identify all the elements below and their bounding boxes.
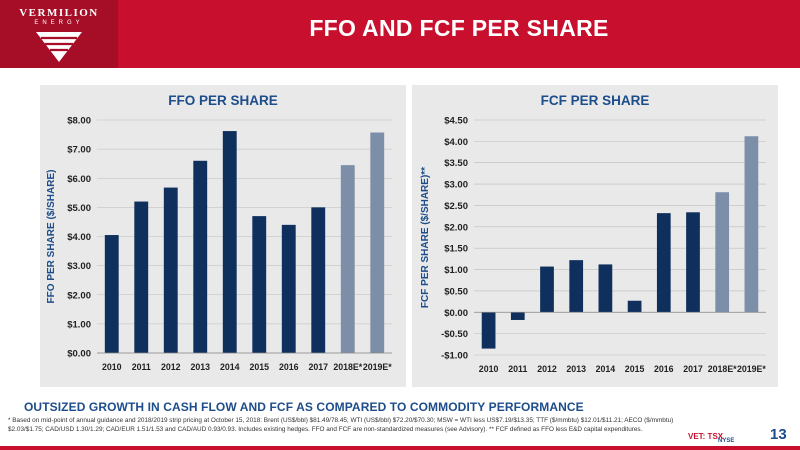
logo-chevron-icon	[36, 32, 82, 62]
ffo-y-tick-label: $6.00	[67, 174, 91, 185]
ffo-bar-2016	[281, 224, 296, 353]
tagline: OUTSIZED GROWTH IN CASH FLOW AND FCF AS …	[24, 400, 584, 414]
fcf-x-tick-label: 2013	[566, 364, 586, 374]
fcf-y-tick-label: $2.00	[444, 222, 468, 233]
page-title: FFO AND FCF PER SHARE	[309, 15, 609, 41]
ffo-x-tick-label: 2011	[132, 362, 151, 372]
fcf-x-tick-label: 2011	[508, 364, 527, 374]
fcf-x-tick-label: 2018E*	[708, 364, 737, 374]
ffo-x-tick-label: 2018E*	[333, 362, 362, 372]
fcf-chart-title: FCF PER SHARE	[540, 93, 650, 108]
ffo-y-tick-label: $2.00	[67, 290, 91, 301]
ticker-nyse: NYSE	[718, 438, 735, 444]
logo-name: VERMILION	[19, 7, 99, 19]
fcf-x-tick-label: 2017	[683, 364, 703, 374]
fcf-y-tick-label: $4.50	[444, 116, 468, 127]
ffo-bar-2014	[222, 131, 237, 353]
fcf-y-tick-label: $3.00	[444, 180, 468, 191]
fcf-y-tick-label: $1.00	[444, 265, 468, 276]
ffo-x-tick-label: 2012	[161, 362, 181, 372]
fcf-bar-2015	[627, 300, 642, 313]
fcf-y-tick-label: $0.50	[444, 286, 468, 297]
fcf-x-tick-label: 2019E*	[737, 364, 766, 374]
ffo-bar-2019E	[370, 132, 385, 353]
fcf-x-tick-label: 2016	[654, 364, 674, 374]
ffo-bar-2011	[134, 201, 149, 353]
logo-sub: ENERGY	[34, 20, 84, 26]
footer-rule	[0, 446, 800, 450]
ffo-bar-2015	[252, 216, 267, 353]
ffo-y-tick-label: $0.00	[67, 349, 91, 360]
fcf-bar-2019E	[744, 136, 759, 313]
fcf-bar-2011	[510, 312, 525, 320]
vermilion-logo: VERMILION ENERGY	[0, 0, 118, 68]
ffo-x-tick-label: 2017	[308, 362, 328, 372]
ticker-tsx: VET: TSX	[688, 432, 724, 441]
fcf-bar-2018E	[715, 192, 730, 313]
ffo-bar-2017	[311, 207, 326, 353]
fcf-y-tick-label: $2.50	[444, 201, 468, 212]
ffo-bar-2012	[163, 187, 178, 353]
fcf-bar-2016	[656, 213, 671, 313]
fcf-x-tick-label: 2012	[537, 364, 557, 374]
ffo-y-tick-label: $7.00	[67, 145, 91, 156]
ffo-y-tick-label: $3.00	[67, 261, 91, 272]
fcf-chart: -$1.00 -$0.50 $0.00 $0.50 $1.00 $1.50 $2.00 $2.…	[420, 116, 766, 375]
fcf-y-tick-label: -$1.00	[441, 351, 468, 362]
ffo-bar-2010	[104, 235, 119, 353]
ffo-x-tick-label: 2014	[220, 362, 240, 372]
fcf-chart-panel: FCF PER SHARE -$1.00 -$0.50 $0.00 $0.50 $1.0…	[412, 85, 778, 387]
ffo-chart-panel: FFO PER SHARE $0.00 $1.00 $2.00 $3.00 $4.00 $…	[40, 85, 406, 387]
ffo-bar-2018E	[340, 165, 355, 353]
fcf-bar-2013	[569, 260, 584, 313]
fcf-y-tick-label: -$0.50	[441, 329, 468, 340]
fcf-bar-2010	[481, 312, 496, 349]
ffo-chart: $0.00 $1.00 $2.00 $3.00 $4.00 $5.00 $6.00 $7.00…	[46, 116, 392, 373]
ffo-y-tick-label: $8.00	[67, 116, 91, 127]
fcf-y-tick-label: $3.50	[444, 158, 468, 169]
ffo-x-tick-label: 2010	[102, 362, 122, 372]
ffo-y-axis-label: FFO PER SHARE ($/SHARE)	[46, 170, 57, 304]
fcf-y-tick-label: $0.00	[444, 308, 468, 319]
page-number: 13	[770, 426, 787, 443]
ffo-x-tick-label: 2016	[279, 362, 299, 372]
ffo-y-tick-label: $4.00	[67, 232, 91, 243]
ffo-y-tick-label: $5.00	[67, 203, 91, 214]
fcf-y-axis-label: FCF PER SHARE ($/SHARE)**	[420, 167, 431, 308]
fcf-x-tick-label: 2010	[479, 364, 499, 374]
ffo-bar-2013	[193, 160, 208, 353]
fcf-bar-2017	[686, 212, 700, 313]
ffo-x-tick-label: 2013	[190, 362, 210, 372]
fcf-y-tick-label: $1.50	[444, 244, 468, 255]
fcf-x-tick-label: 2014	[596, 364, 616, 374]
ffo-y-tick-label: $1.00	[67, 319, 91, 330]
fcf-x-tick-label: 2015	[625, 364, 645, 374]
ffo-x-tick-label: 2019E*	[363, 362, 392, 372]
footnote: * Based on mid-point of annual guidance …	[8, 417, 674, 434]
fcf-y-tick-label: $4.00	[444, 137, 468, 148]
ffo-chart-title: FFO PER SHARE	[168, 93, 278, 108]
fcf-bar-2014	[598, 264, 613, 313]
fcf-bar-2012	[540, 266, 554, 313]
ffo-x-tick-label: 2015	[249, 362, 269, 372]
header-bar: VERMILION ENERGY FFO AND FCF PER SHARE	[0, 0, 800, 68]
